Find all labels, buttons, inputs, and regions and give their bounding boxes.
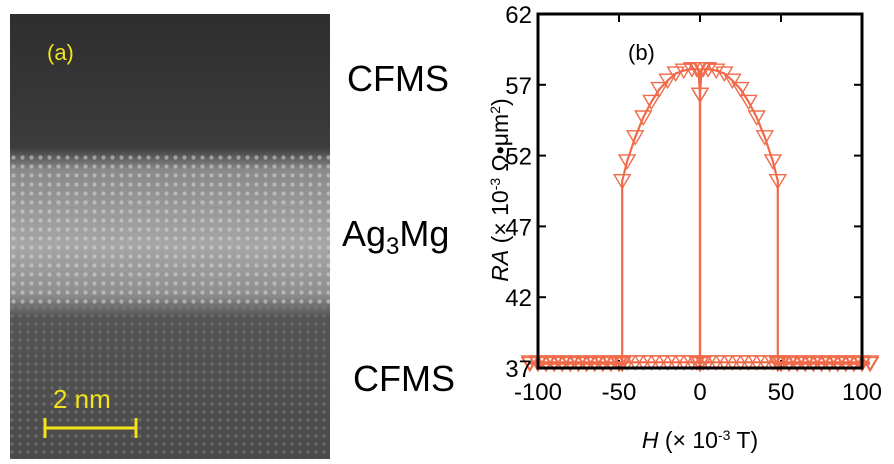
x-axis-label: H (× 10-3 T) xyxy=(642,427,758,453)
series-layer xyxy=(520,62,880,373)
x-tick-label: 0 xyxy=(693,379,706,406)
series-line-sweep-down xyxy=(529,68,871,366)
panel-a-label: (a) xyxy=(47,40,74,65)
data-point-marker xyxy=(612,356,632,373)
layer-label-ag3mg-subscript: 3 xyxy=(386,233,400,261)
y-axis-label-close: ) xyxy=(487,98,513,106)
layer-label-ag3mg-base: Ag xyxy=(342,213,387,254)
layer-label-bottom-cfms: CFMS xyxy=(353,358,455,399)
y-axis-label-prefix: (× 10 xyxy=(487,190,513,249)
y-tick-label: 37 xyxy=(505,356,532,383)
data-point-marker xyxy=(612,174,632,190)
series-line-sweep-up xyxy=(529,68,871,366)
layer-label-ag3mg: Ag3Mg xyxy=(342,213,449,261)
data-point-marker xyxy=(658,73,677,90)
data-point-marker xyxy=(617,154,637,170)
ra-vs-h-chart-panel: -100 -50 0 50 100 37 42 47 52 57 62 (b) H (× 10-3 … xyxy=(470,0,894,459)
data-point-marker xyxy=(690,356,710,373)
y-axis-label-unit-exponent: 2 xyxy=(487,106,503,114)
data-point-marker xyxy=(768,356,788,373)
x-axis-label-exponent: -3 xyxy=(718,427,731,443)
data-point-marker xyxy=(625,130,645,146)
x-tick-label: -100 xyxy=(514,379,562,406)
data-point-marker xyxy=(706,63,726,80)
data-point-marker xyxy=(723,73,742,90)
stem-micrograph-panel: (a) 2 nm xyxy=(0,0,340,459)
data-point-marker xyxy=(674,63,694,80)
data-point-marker xyxy=(690,87,710,104)
x-tick-label: 100 xyxy=(842,379,882,406)
y-tick-label: 47 xyxy=(505,214,532,241)
x-tick-label: -50 xyxy=(602,379,637,406)
y-axis-label-unit: Ω•μm xyxy=(487,114,513,178)
y-axis-label-symbol: RA xyxy=(487,250,513,282)
data-point-marker xyxy=(747,110,766,126)
x-tick-label: 50 xyxy=(768,379,795,406)
layer-label-top-cfms: CFMS xyxy=(347,58,449,99)
data-point-marker xyxy=(692,62,711,78)
x-axis-label-unit: T) xyxy=(730,427,758,453)
x-axis-label-symbol: H xyxy=(642,427,659,453)
data-point-marker xyxy=(768,174,788,190)
plot-frame xyxy=(536,12,864,370)
panel-b-label: (b) xyxy=(628,40,655,65)
y-tick-label: 57 xyxy=(505,73,532,100)
x-axis-label-prefix: (× 10 xyxy=(659,427,718,453)
ra-vs-h-chart: -100 -50 0 50 100 37 42 47 52 57 62 (b) H (× 10-3 … xyxy=(487,2,882,453)
data-point-marker xyxy=(763,154,783,170)
data-point-marker xyxy=(666,66,685,83)
y-tick-label: 42 xyxy=(505,285,532,312)
data-point-marker xyxy=(755,130,775,146)
data-point-marker xyxy=(739,94,758,111)
y-tick-label: 52 xyxy=(505,144,532,171)
data-point-marker xyxy=(731,81,750,98)
data-point-marker xyxy=(650,81,669,98)
data-point-marker xyxy=(715,66,734,83)
data-point-marker xyxy=(642,94,661,111)
y-tick-label: 62 xyxy=(505,2,532,29)
scale-bar-label: 2 nm xyxy=(53,384,111,414)
y-axis-label-exponent: -3 xyxy=(487,178,503,191)
data-point-marker xyxy=(634,110,653,126)
layer-label-ag3mg-tail: Mg xyxy=(399,213,450,254)
data-point-marker xyxy=(520,355,540,371)
stem-micrograph: (a) 2 nm xyxy=(0,0,340,459)
tick-labels: -100 -50 0 50 100 37 42 47 52 57 62 xyxy=(505,2,882,406)
y-axis-label: RA (× 10-3 Ω•μm2) xyxy=(487,98,513,281)
